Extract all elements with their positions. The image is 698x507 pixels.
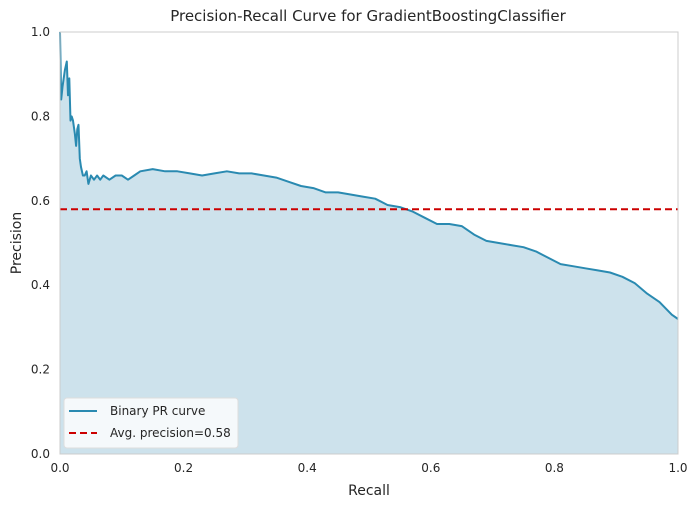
pr-curve-line	[59, 31, 679, 320]
y-tick-label: 0.0	[31, 447, 50, 461]
legend-label-pr-curve: Binary PR curve	[110, 404, 205, 418]
y-tick-label: 0.4	[31, 278, 50, 292]
y-axis-label: Precision	[9, 212, 25, 274]
legend-label-avg-precision: Avg. precision=0.58	[110, 426, 231, 440]
legend: Binary PR curve Avg. precision=0.58	[63, 397, 239, 449]
chart-title: Precision-Recall Curve for GradientBoost…	[170, 7, 566, 25]
y-tick-label: 1.0	[31, 25, 50, 39]
pr-curve-area	[60, 32, 678, 454]
y-axis-ticks: 0.0 0.2 0.4 0.6 0.8 1.0	[31, 25, 50, 461]
x-axis-label: Recall	[348, 483, 390, 499]
y-tick-label: 0.6	[31, 194, 50, 208]
plot-area	[59, 31, 679, 455]
x-tick-label: 0.8	[545, 461, 564, 475]
x-tick-label: 0.6	[421, 461, 440, 475]
y-tick-label: 0.2	[31, 363, 50, 377]
plot-frame	[59, 31, 679, 455]
x-tick-label: 0.0	[50, 461, 69, 475]
y-tick-label: 0.8	[31, 109, 50, 123]
x-tick-label: 0.4	[298, 461, 317, 475]
x-tick-label: 1.0	[668, 461, 687, 475]
x-axis-ticks: 0.0 0.2 0.4 0.6 0.8 1.0	[50, 461, 687, 475]
legend-box	[63, 397, 239, 449]
x-tick-label: 0.2	[174, 461, 193, 475]
